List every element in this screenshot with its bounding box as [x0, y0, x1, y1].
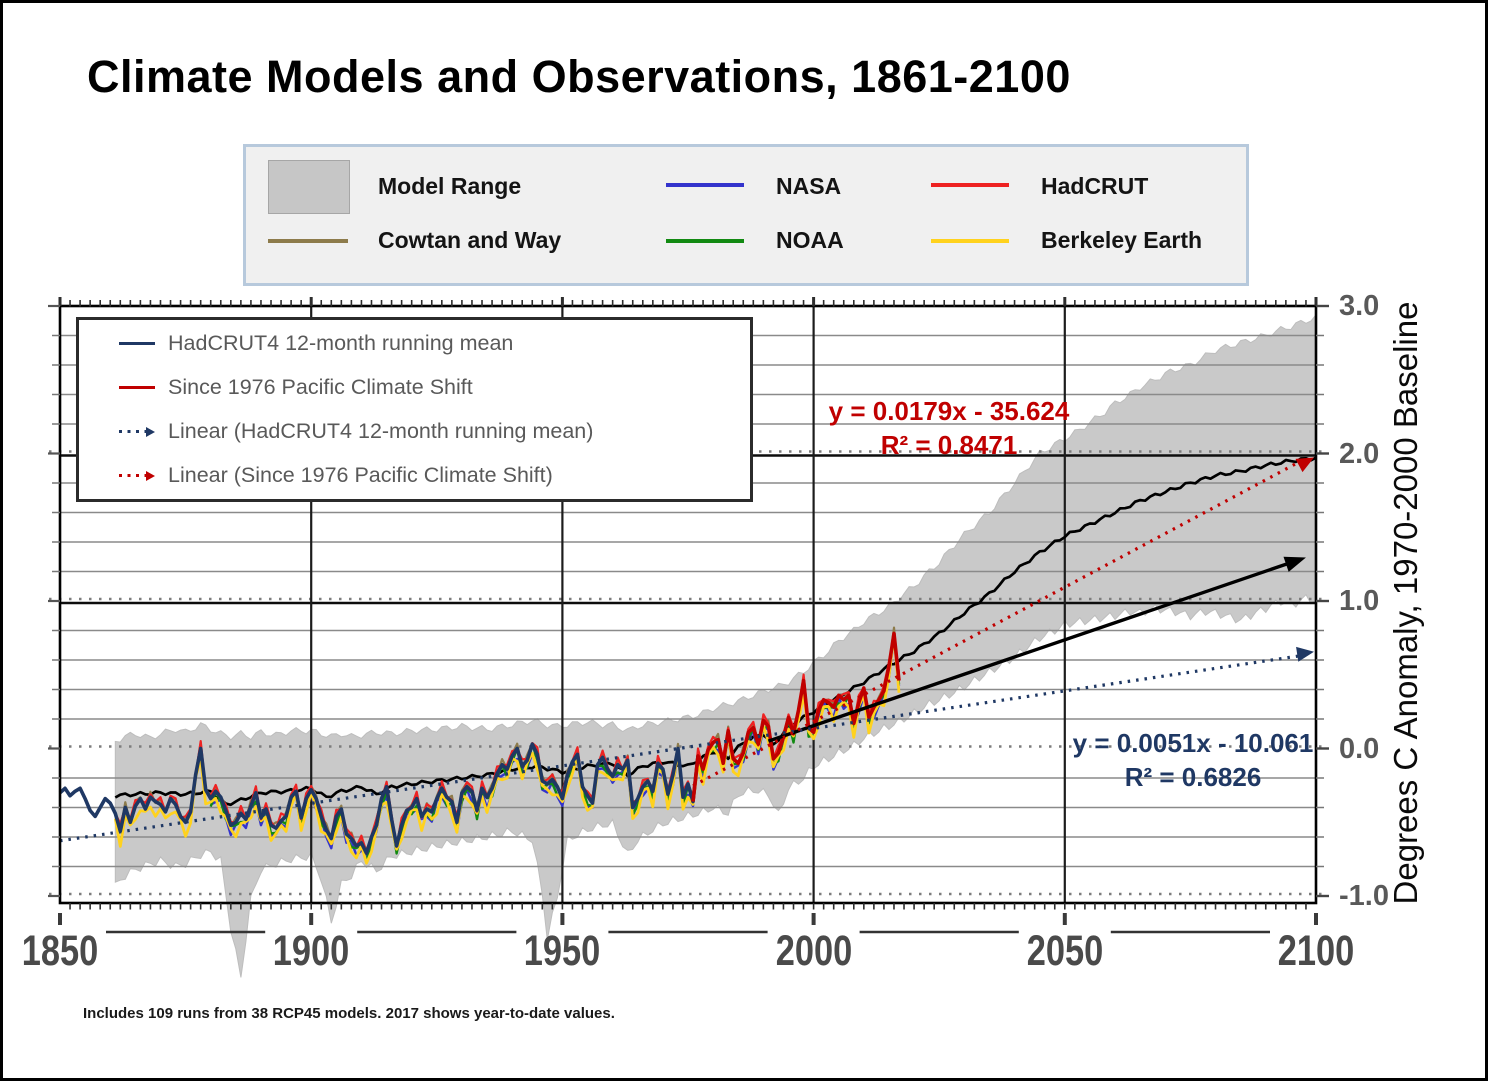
legend-item-nasa — [666, 183, 744, 187]
berkeley-line-swatch — [931, 239, 1009, 243]
series-legend-item-linear-since1976: Linear (Since 1976 Pacific Climate Shift… — [119, 454, 750, 498]
legend-item-model-range-label: Model Range — [378, 173, 522, 199]
legend-item-noaa — [666, 239, 744, 243]
y-axis-tick: 1.0 — [1339, 585, 1380, 617]
r-squared-line: R² = 0.8471 — [880, 430, 1018, 460]
hadcrut4-running-mean-line — [58, 742, 700, 856]
model-range-swatch — [268, 160, 350, 214]
legend-item-model-range — [268, 160, 350, 214]
series-legend: HadCRUT4 12-month running mean Since 197… — [76, 317, 753, 502]
trend-equation-navy: y = 0.0051x - 10.061 R² = 0.6826 — [1043, 726, 1343, 794]
hadcrut4-line-swatch — [119, 342, 155, 345]
y-axis-tick: 3.0 — [1339, 290, 1380, 322]
r-squared-line: R² = 0.6826 — [1124, 762, 1262, 792]
legend-item-berkeley — [931, 239, 1009, 243]
x-axis-tick: 2000 — [775, 927, 852, 975]
linear-hadcrut4-dots-swatch — [119, 429, 146, 434]
equation-line: y = 0.0179x - 35.624 — [828, 396, 1070, 426]
legend-item-cowtan — [268, 239, 348, 243]
x-axis-tick: 2100 — [1277, 927, 1355, 975]
series-legend-item-linear-hadcrut4: Linear (HadCRUT4 12-month running mean) — [119, 410, 750, 454]
trend-arrowhead — [1296, 646, 1314, 662]
since-1976-line — [691, 631, 901, 802]
footnote: Includes 109 runs from 38 RCP45 models. … — [83, 1005, 615, 1022]
series-legend-item-hadcrut4: HadCRUT4 12-month running mean — [119, 322, 750, 366]
series-legend-item-since1976: Since 1976 Pacific Climate Shift — [119, 366, 750, 410]
since1976-line-swatch — [119, 386, 155, 389]
hadcrut-line-swatch — [931, 183, 1009, 187]
page-title: Climate Models and Observations, 1861-21… — [87, 51, 1071, 102]
x-axis-tick: 1850 — [21, 927, 99, 975]
arrow-right-icon — [146, 470, 155, 481]
trend-equation-red: y = 0.0179x - 35.624 R² = 0.8471 — [803, 394, 1095, 462]
arrow-right-icon — [146, 426, 155, 437]
legend-item-hadcrut — [931, 183, 1009, 187]
legend: Model Range NASA HadCRUT Cowtan and Way … — [243, 144, 1249, 286]
series-berkeley-earth — [113, 634, 901, 865]
x-axis-tick: 2050 — [1026, 927, 1104, 975]
linear-since1976-dots-swatch — [119, 473, 146, 478]
trend-arrows — [59, 457, 1314, 843]
y-axis-tick: 2.0 — [1339, 437, 1380, 470]
cowtan-line-swatch — [268, 239, 348, 243]
plot-border — [58, 304, 1318, 905]
x-axis-tick: 1950 — [524, 927, 601, 975]
y-axis-tick: -1.0 — [1339, 880, 1389, 912]
trend-arrowhead — [1295, 457, 1314, 473]
nasa-line-swatch — [666, 183, 744, 187]
x-axis-tick: 1900 — [272, 927, 350, 975]
noaa-line-swatch — [666, 239, 744, 243]
projection-arrowhead — [1283, 556, 1306, 572]
plot-frame — [48, 297, 1329, 934]
y-axis-title: Degrees C Anomaly, 1970-2000 Baseline — [1387, 301, 1424, 905]
equation-line: y = 0.0051x - 10.061 — [1072, 728, 1314, 758]
y-axis-tick: 0.0 — [1339, 732, 1380, 765]
